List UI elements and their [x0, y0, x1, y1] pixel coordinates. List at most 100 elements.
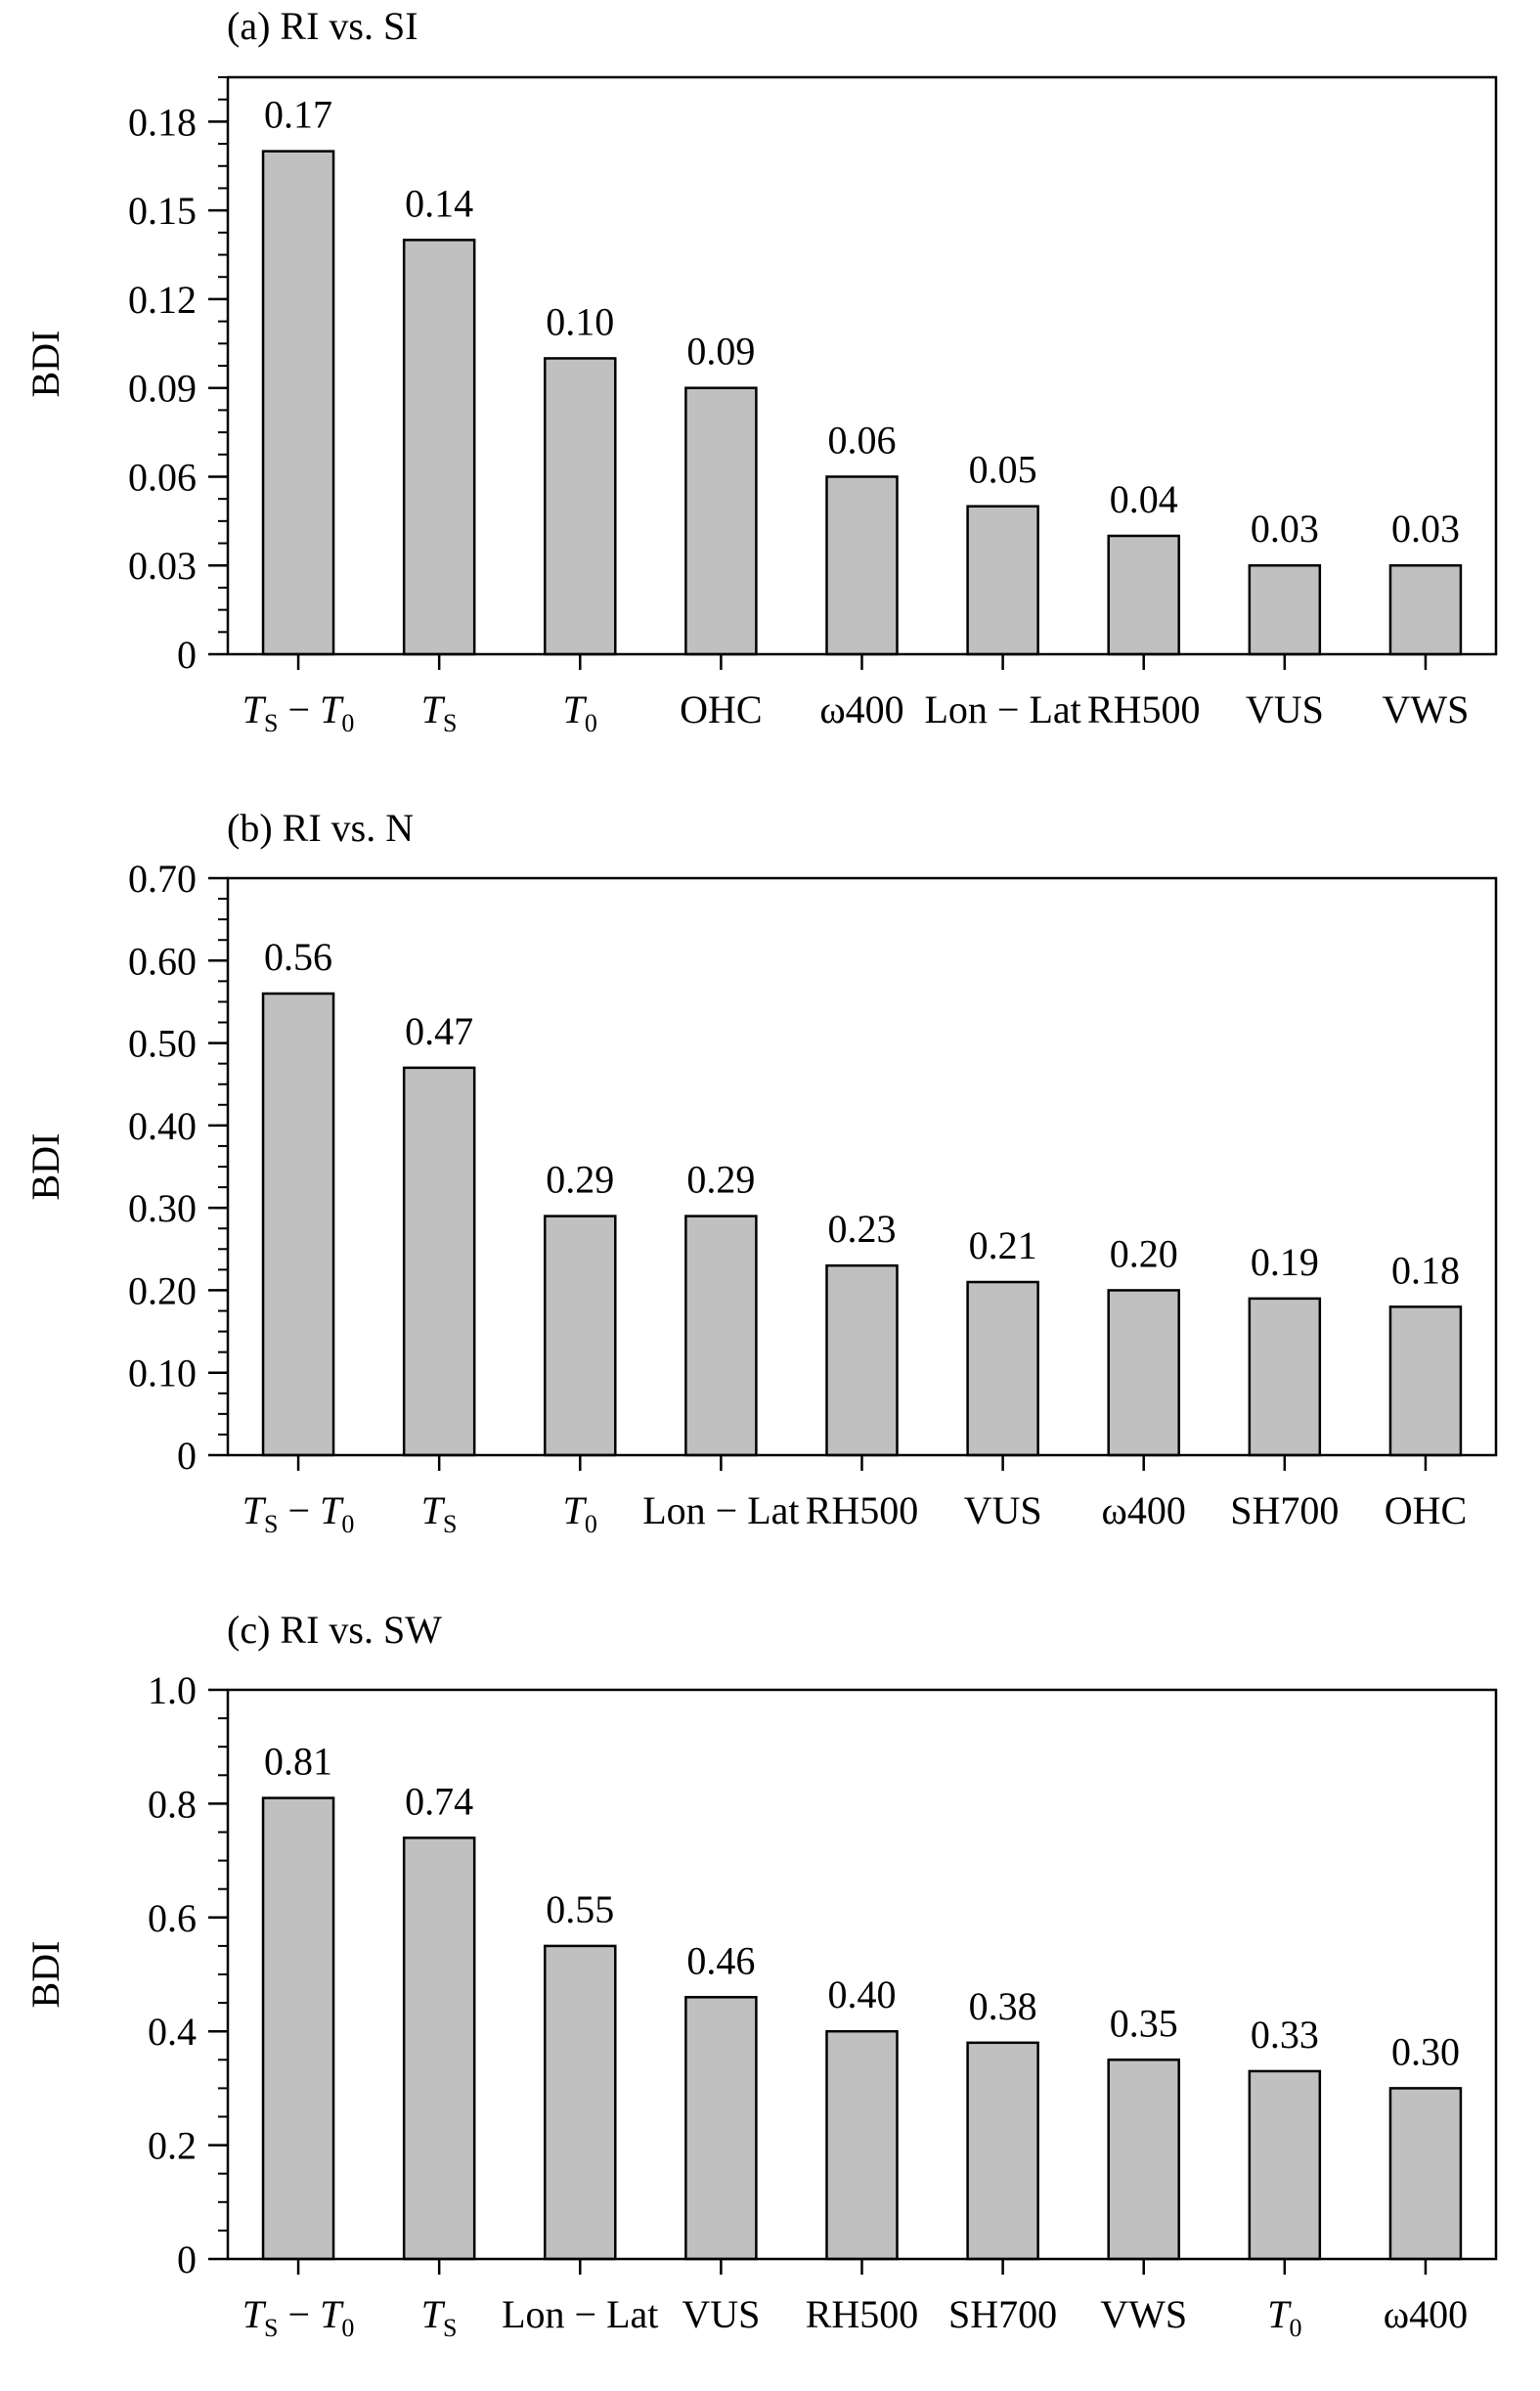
x-tick-label: RH500	[806, 2292, 919, 2336]
data-label: 0.40	[828, 1972, 897, 2016]
data-label: 0.10	[546, 299, 614, 343]
y-tick-label: 0.30	[128, 1186, 197, 1230]
y-tick-label: 0.50	[128, 1022, 197, 1066]
plot-frame	[226, 1688, 1498, 2261]
bar	[684, 386, 758, 656]
data-label: 0.23	[828, 1207, 897, 1251]
x-tick-label: VUS	[964, 1488, 1042, 1532]
data-label: 0.04	[1110, 477, 1178, 521]
bar	[825, 475, 899, 656]
data-label: 0.47	[405, 1009, 473, 1053]
data-label: 0.46	[686, 1938, 755, 1982]
data-label: 0.33	[1251, 2013, 1319, 2057]
y-tick-label: 0.70	[128, 857, 197, 901]
x-tick-label: VWS	[1382, 687, 1469, 731]
bar	[544, 357, 617, 656]
data-label: 0.14	[405, 181, 473, 225]
data-label: 0.29	[686, 1158, 755, 1202]
data-label: 0.35	[1110, 2001, 1178, 2045]
y-tick-label: 0.15	[128, 189, 197, 233]
data-label: 0.06	[828, 418, 897, 462]
data-label: 0.29	[546, 1158, 614, 1202]
bar	[1248, 2069, 1322, 2261]
plot-frame	[226, 75, 1498, 656]
y-tick-label: 0.4	[148, 2010, 197, 2054]
data-label: 0.81	[264, 1740, 332, 1784]
x-tick-label: RH500	[806, 1488, 919, 1532]
bar	[1107, 534, 1180, 656]
bar	[966, 505, 1039, 656]
bar	[825, 2029, 899, 2261]
x-tick-label: T0	[563, 687, 597, 737]
y-tick-label: 0	[177, 633, 197, 677]
chart-title: (a) RI vs. SI	[227, 4, 418, 48]
x-tick-label: VWS	[1100, 2292, 1187, 2336]
y-tick-label: 0	[177, 1434, 197, 1478]
y-tick-label: 0.40	[128, 1104, 197, 1148]
data-label: 0.20	[1110, 1231, 1178, 1275]
x-tick-label: OHC	[1385, 1488, 1467, 1532]
chart-panel-1: (a) RI vs. SI BDI 0.17 TS − T0 0.14 TS 0.10 T0 0…	[23, 4, 1498, 737]
x-tick-label: OHC	[680, 687, 762, 731]
bar	[1248, 563, 1322, 656]
y-axis-label: BDI	[23, 1941, 67, 2009]
x-tick-label: T0	[563, 1488, 597, 1538]
y-tick-label: 0.6	[148, 1896, 197, 1940]
y-tick-label: 0.10	[128, 1351, 197, 1395]
y-axis-label: BDI	[23, 1133, 67, 1201]
bar	[544, 1215, 617, 1457]
x-tick-label: SH700	[948, 2292, 1057, 2336]
bar	[261, 992, 335, 1457]
data-label: 0.30	[1391, 2029, 1460, 2073]
y-tick-label: 0.2	[148, 2124, 197, 2168]
data-label: 0.03	[1251, 507, 1319, 551]
bar	[825, 1263, 899, 1457]
bar	[261, 1796, 335, 2261]
data-label: 0.05	[969, 448, 1037, 492]
chart-panel-3: (c) RI vs. SW BDI 0.81 TS − T0 0.74 TS 0.55 Lon…	[23, 1608, 1498, 2342]
data-label: 0.74	[405, 1779, 473, 1823]
data-label: 0.09	[686, 330, 755, 374]
bar	[402, 1837, 476, 2261]
bar	[544, 1944, 617, 2261]
bar	[1388, 1306, 1463, 1457]
x-tick-label: RH500	[1087, 687, 1201, 731]
x-tick-label: ω400	[1384, 2292, 1468, 2336]
y-tick-label: 0.20	[128, 1268, 197, 1312]
data-label: 0.38	[969, 1984, 1037, 2028]
bar	[684, 1215, 758, 1457]
data-label: 0.03	[1391, 507, 1460, 551]
x-tick-label: T0	[1267, 2292, 1301, 2342]
y-axis-label: BDI	[23, 331, 67, 398]
x-tick-label: SH700	[1230, 1488, 1339, 1532]
bar	[402, 239, 476, 656]
x-tick-label: ω400	[1102, 1488, 1186, 1532]
bar	[1248, 1297, 1322, 1457]
y-tick-label: 0.18	[128, 100, 197, 144]
x-tick-label: Lon − Lat	[502, 2292, 658, 2336]
chart-panel-2: (b) RI vs. N BDI 0.56 TS − T0 0.47 TS 0.29 T0 0.…	[23, 806, 1498, 1538]
chart-title: (b) RI vs. N	[227, 806, 414, 850]
bar	[261, 150, 335, 656]
y-tick-label: 0.12	[128, 278, 197, 322]
chart-title: (c) RI vs. SW	[227, 1608, 442, 1652]
bar	[1388, 2087, 1463, 2261]
x-tick-label: TS − T0	[242, 687, 355, 737]
x-tick-label: TS	[421, 1488, 458, 1538]
x-tick-label: Lon − Lat	[642, 1488, 799, 1532]
bar	[966, 1280, 1039, 1457]
bar	[1107, 1289, 1180, 1457]
bar	[402, 1066, 476, 1457]
x-tick-label: TS − T0	[242, 1488, 355, 1538]
y-tick-label: 0.09	[128, 367, 197, 411]
x-tick-label: TS	[421, 687, 458, 737]
bar	[684, 1996, 758, 2261]
data-label: 0.56	[264, 935, 332, 979]
bar	[1107, 2059, 1180, 2261]
data-label: 0.18	[1391, 1248, 1460, 1292]
y-tick-label: 0.06	[128, 455, 197, 499]
bar	[966, 2041, 1039, 2261]
y-tick-label: 0.03	[128, 544, 197, 588]
x-tick-label: VUS	[682, 2292, 760, 2336]
